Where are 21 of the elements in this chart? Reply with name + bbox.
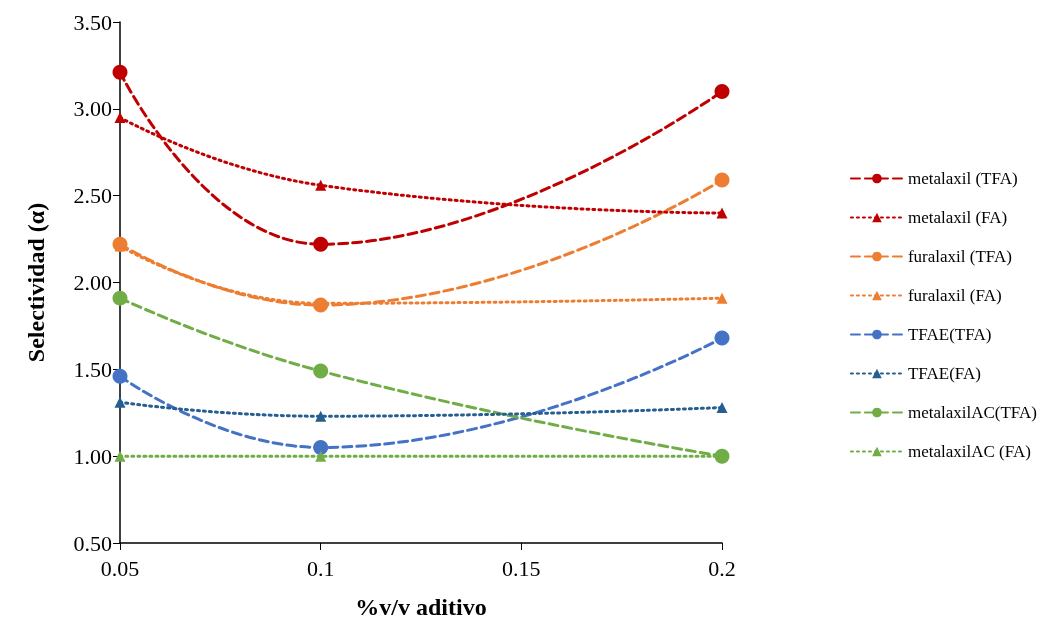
y-tick-label: 0.50 [73,530,112,556]
y-tick-label: 2.50 [73,183,112,209]
legend-label: metalaxilAC (FA) [907,442,1031,461]
y-tick-label: 1.00 [73,443,112,469]
x-tick-label: 0.05 [100,555,140,581]
legend-label: TFAE(FA) [907,364,981,383]
x-tick-label: 0.15 [502,555,541,581]
y-tick-label: 3.00 [73,96,112,122]
y-tick-label: 1.50 [73,356,112,382]
y-tick-label: 3.50 [73,9,112,35]
y-tick-label: 2.00 [73,270,112,295]
legend-label: TFAE(TFA) [907,325,992,344]
y-axis-title: Selectividad (α) [23,202,49,363]
legend-label: furalaxil (TFA) [907,247,1012,266]
x-tick-label: 0.1 [306,555,335,581]
legend-label: metalaxilAC(TFA) [907,403,1037,422]
x-tick-label: 0.2 [708,555,736,581]
x-axis-title: %v/v aditivo [355,594,487,620]
legend-label: metalaxil (FA) [907,208,1008,227]
legend-label: furalaxil (FA) [907,286,1002,305]
legend-label: metalaxil (TFA) [907,169,1018,188]
